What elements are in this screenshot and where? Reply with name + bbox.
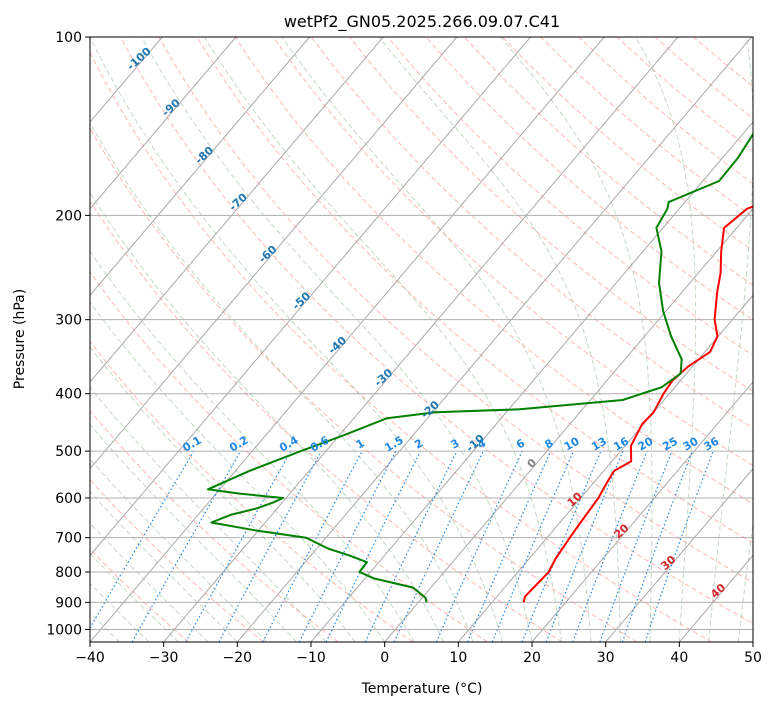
dry-adiabat [90, 200, 563, 642]
moist-adiabat [708, 37, 753, 642]
mixing-ratio-line [298, 450, 397, 642]
x-tick-label: 40 [670, 650, 688, 666]
dry-adiabat [90, 127, 638, 642]
skew-isotherm [90, 37, 531, 557]
y-tick-label: 800 [55, 565, 82, 581]
moist-adiabat [90, 301, 386, 642]
moist-adiabat [90, 458, 268, 642]
dry-adiabat [387, 37, 753, 356]
moist-adiabat [90, 121, 474, 642]
x-tick-label: 10 [449, 650, 467, 666]
mixing-ratio-line [491, 450, 575, 642]
dewpoint-line [207, 132, 753, 603]
y-tick-label: 300 [55, 313, 82, 329]
mixing-ratio-line [185, 450, 292, 642]
skew-isotherm [90, 37, 237, 210]
moist-adiabat [90, 522, 209, 642]
skew-isotherm [236, 37, 752, 642]
mixing-ratio-line [325, 450, 422, 642]
dry-adiabat [272, 37, 753, 467]
y-tick-label: 600 [55, 491, 82, 507]
skew-isotherm [605, 467, 753, 642]
y-tick-label: 500 [55, 444, 82, 460]
y-tick-label: 400 [55, 387, 82, 403]
dry-adiabat [90, 409, 339, 642]
sounding-traces [207, 132, 753, 603]
moist-adiabat [141, 37, 533, 642]
moist-adiabat [378, 37, 621, 642]
mixing-ratio-line [644, 450, 714, 642]
y-tick-label: 1000 [46, 622, 82, 638]
x-tick-label: 0 [380, 650, 389, 666]
moist-adiabat [500, 37, 653, 642]
skew-isotherm [90, 37, 384, 383]
x-tick-label: −30 [149, 650, 179, 666]
mixing-ratio-line [545, 450, 624, 642]
moist-adiabat [90, 423, 297, 642]
moist-adiabat [635, 37, 697, 642]
x-tick-label: 50 [744, 650, 762, 666]
dry-adiabat [234, 37, 753, 505]
plot-frame [89, 36, 754, 643]
skew-isotherm [310, 121, 753, 642]
skew-isotherm [90, 37, 605, 642]
mixing-ratio-line [435, 450, 523, 642]
temperature-line [522, 205, 753, 603]
dry-adiabat [425, 37, 753, 321]
moist-adiabat [90, 37, 503, 642]
moist-adiabat [90, 191, 445, 642]
mixing-ratio-line [218, 450, 323, 642]
y-tick-label: 200 [55, 208, 82, 224]
y-axis-label: Pressure (hPa) [12, 289, 28, 389]
moist-adiabat [90, 552, 179, 642]
skew-isotherm [90, 37, 310, 297]
y-tick-label: 100 [55, 30, 82, 46]
dry-adiabat [90, 479, 264, 642]
chart-title: wetPf2_GN05.2025.266.09.07.C41 [284, 12, 560, 32]
x-axis-label: Temperature (°C) [361, 681, 483, 697]
y-axis-ticks: 100 200 300 400 500 600 700 800 900 1000 [46, 30, 90, 638]
mixing-ratio-line [572, 450, 648, 642]
x-tick-label: −20 [223, 650, 253, 666]
moist-adiabat [737, 520, 753, 642]
grid-lines [90, 37, 753, 630]
x-tick-label: 20 [523, 650, 541, 666]
skew-isotherm [163, 37, 679, 642]
skew-isotherm [531, 381, 753, 642]
moist-adiabat [90, 490, 238, 642]
dry-adiabat [120, 37, 753, 624]
x-tick-label: 30 [597, 650, 615, 666]
mixing-ratio-line [466, 450, 552, 642]
y-tick-label: 900 [55, 595, 82, 611]
dry-adiabat [311, 37, 753, 429]
background-lines [90, 37, 753, 642]
skew-isotherm [90, 37, 458, 470]
x-tick-label: −10 [296, 650, 326, 666]
x-tick-label: −40 [75, 650, 105, 666]
mixing-ratio-line [599, 450, 673, 642]
skew-isotherm [384, 207, 753, 642]
x-axis-ticks: −40 −30 −20 −10 0 10 20 30 40 50 [75, 642, 762, 666]
y-tick-label: 700 [55, 531, 82, 547]
moist-adiabat [281, 37, 592, 642]
moist-adiabat [90, 250, 415, 642]
mixing-ratio-line [621, 450, 693, 642]
moist-adiabat [203, 37, 562, 642]
